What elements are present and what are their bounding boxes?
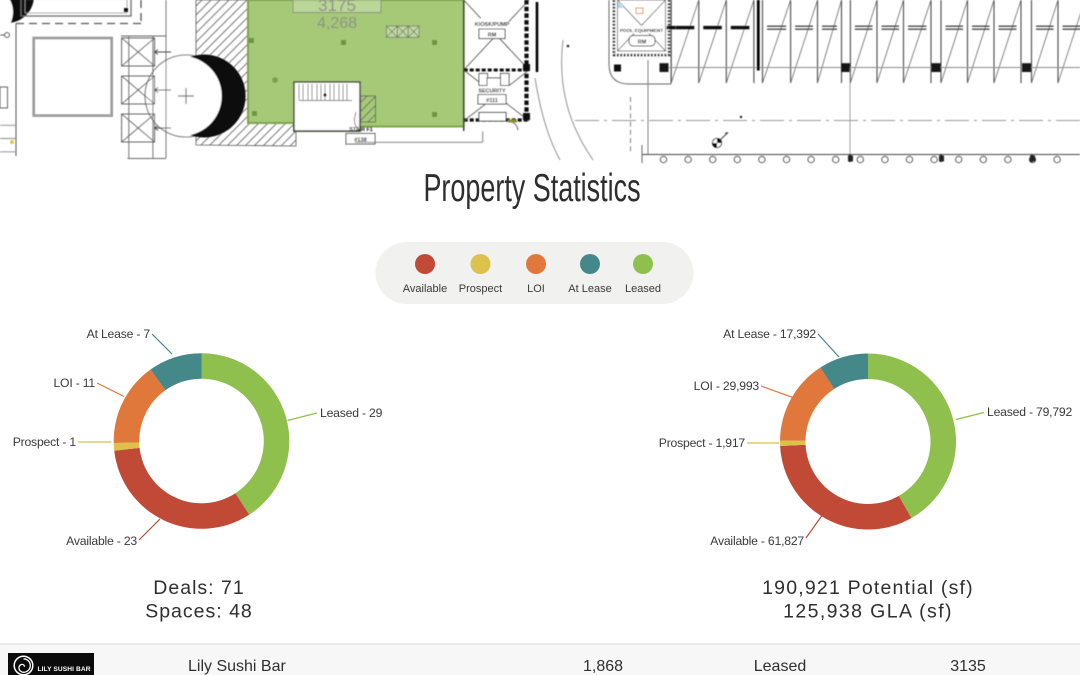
svg-text:#138: #138 xyxy=(354,138,366,144)
svg-text:Property Statistics: Property Statistics xyxy=(423,167,640,210)
svg-text:3135: 3135 xyxy=(950,658,986,675)
svg-text:3175: 3175 xyxy=(318,0,356,15)
svg-text:Spaces: 48: Spaces: 48 xyxy=(145,601,253,623)
svg-text:At Lease - 7: At Lease - 7 xyxy=(87,327,151,341)
svg-text:Leased - 79,792: Leased - 79,792 xyxy=(987,405,1073,419)
svg-text:Prospect: Prospect xyxy=(459,283,502,295)
svg-text:POOL EQUIPMENT: POOL EQUIPMENT xyxy=(620,28,663,34)
svg-text:Available: Available xyxy=(403,283,447,295)
svg-text:RM: RM xyxy=(638,40,647,46)
svg-text:Prospect - 1,917: Prospect - 1,917 xyxy=(659,436,746,450)
svg-text:Leased - 29: Leased - 29 xyxy=(320,406,383,420)
svg-text:Leased: Leased xyxy=(625,283,661,295)
svg-text:LOI: LOI xyxy=(527,283,545,295)
svg-text:Deals: 71: Deals: 71 xyxy=(153,577,244,599)
svg-text:Available - 23: Available - 23 xyxy=(66,534,137,548)
svg-text:KIOSK/PUMP: KIOSK/PUMP xyxy=(475,22,510,28)
svg-text:STAIR F1: STAIR F1 xyxy=(349,127,373,133)
svg-text:SECURITY: SECURITY xyxy=(478,89,506,95)
svg-text:4,268: 4,268 xyxy=(317,15,357,32)
svg-text:Lily Sushi Bar: Lily Sushi Bar xyxy=(188,658,286,675)
svg-text:At Lease: At Lease xyxy=(568,283,611,295)
svg-text:At Lease - 17,392: At Lease - 17,392 xyxy=(723,327,816,341)
svg-text:LOI - 29,993: LOI - 29,993 xyxy=(694,379,760,393)
svg-text:Available - 61,827: Available - 61,827 xyxy=(710,534,804,548)
svg-text:Prospect - 1: Prospect - 1 xyxy=(13,435,77,449)
svg-text:125,938 GLA (sf): 125,938 GLA (sf) xyxy=(783,601,953,623)
svg-text:Leased: Leased xyxy=(754,658,807,675)
svg-text:#111: #111 xyxy=(486,98,498,104)
svg-text:LOI - 11: LOI - 11 xyxy=(53,376,95,390)
svg-text:RM: RM xyxy=(488,32,497,38)
svg-text:190,921 Potential (sf): 190,921 Potential (sf) xyxy=(762,577,974,599)
svg-text:LILY SUSHI BAR: LILY SUSHI BAR xyxy=(38,666,91,673)
svg-text:1,868: 1,868 xyxy=(583,658,623,675)
